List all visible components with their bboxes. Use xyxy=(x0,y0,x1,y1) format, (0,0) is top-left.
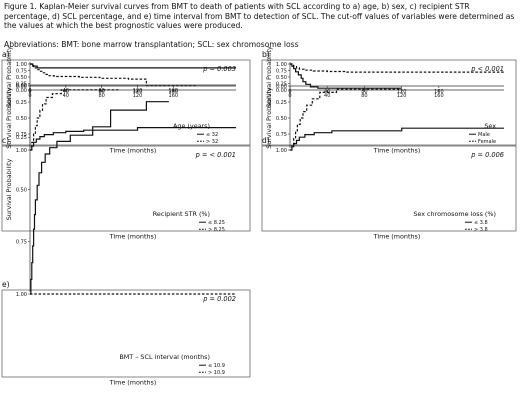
y-tick-label: 0.75 xyxy=(276,132,287,138)
y-tick-label: 0.50 xyxy=(276,116,287,122)
survival-curve-series xyxy=(290,63,402,89)
y-axis-label: Survival Probability xyxy=(265,87,273,149)
panel-label: a) xyxy=(2,50,10,59)
y-tick-label: 1.00 xyxy=(276,62,287,68)
x-tick-label: 160 xyxy=(434,93,444,99)
x-tick-label: 40 xyxy=(324,93,330,99)
y-tick-label: 0.00 xyxy=(276,84,287,90)
x-tick-label: 80 xyxy=(98,89,104,95)
legend-item-label: Female xyxy=(478,139,496,145)
legend-item-label: > 8.25 xyxy=(208,227,225,233)
survival-curve-series xyxy=(30,89,120,151)
y-tick-label: 0.75 xyxy=(16,240,27,246)
y-tick-label: 0.25 xyxy=(16,100,27,106)
y-tick-label: 0.75 xyxy=(276,68,287,74)
y-tick-label: 0.50 xyxy=(16,116,27,122)
y-axis-label: Survival Probability xyxy=(265,46,273,108)
y-tick-label: 0.00 xyxy=(276,88,287,94)
legend-title: Recipient STR (%) xyxy=(153,210,210,218)
x-tick-label: 80 xyxy=(361,93,367,99)
survival-curve-series xyxy=(30,127,236,151)
survival-curve-series xyxy=(290,127,504,151)
legend-title: Age (years) xyxy=(173,122,210,130)
x-tick-label: 160 xyxy=(434,89,444,95)
legend-title: Sex chromosome loss (%) xyxy=(413,210,496,218)
legend-title: BMT – SCL interval (months) xyxy=(119,353,210,361)
y-tick-label: 0.75 xyxy=(16,132,27,138)
y-tick-label: 0.75 xyxy=(16,68,27,74)
panel-label: c) xyxy=(2,136,9,145)
x-tick-label: 120 xyxy=(133,93,143,99)
y-tick-label: 1.00 xyxy=(276,148,287,154)
y-tick-label: 0.50 xyxy=(276,75,287,81)
legend-item-label: ≤ 3.8 xyxy=(474,220,488,226)
y-tick-label: 0.50 xyxy=(16,75,27,81)
x-tick-label: 120 xyxy=(397,93,407,99)
panel-frame xyxy=(261,59,517,146)
x-tick-label: 0 xyxy=(288,89,291,95)
x-tick-label: 40 xyxy=(63,88,69,94)
legend-item-label: ≤ 32 xyxy=(206,132,218,138)
x-tick-label: 160 xyxy=(169,88,179,94)
x-tick-label: 80 xyxy=(98,93,104,99)
y-tick-label: 0.50 xyxy=(16,187,27,193)
panel-label: b) xyxy=(262,50,270,59)
legend-item-label: > 3.8 xyxy=(474,227,488,233)
panel-label: e) xyxy=(2,280,10,289)
x-axis-label: Time (months) xyxy=(109,147,157,155)
p-value-label: p = 0.006 xyxy=(470,151,504,159)
y-tick-label: 0.00 xyxy=(16,84,27,90)
x-tick-label: 0 xyxy=(28,88,31,94)
figure-caption: Figure 1. Kaplan-Meier survival curves f… xyxy=(4,2,515,31)
legend-item-label: > 10.9 xyxy=(208,370,225,376)
y-axis-label: Survival Probability xyxy=(5,87,13,149)
p-value-label: p = < 0.001 xyxy=(195,151,236,159)
survival-curve-series xyxy=(290,88,402,151)
x-axis-label: Time (months) xyxy=(373,233,421,241)
x-tick-label: 40 xyxy=(63,93,69,99)
x-tick-label: 40 xyxy=(63,89,69,95)
x-tick-label: 160 xyxy=(169,89,179,95)
legend-item-label: ≤ 8.25 xyxy=(208,220,225,226)
panel-frame xyxy=(261,145,517,232)
x-tick-label: 120 xyxy=(133,88,143,94)
x-tick-label: 80 xyxy=(98,88,104,94)
survival-curve-series xyxy=(290,63,504,73)
y-tick-label: 1.00 xyxy=(16,148,27,154)
x-tick-label: 120 xyxy=(397,89,407,95)
p-value-label: p = 0.002 xyxy=(202,295,236,303)
p-value-label: p < 0.001 xyxy=(470,65,504,73)
y-tick-label: 1.00 xyxy=(16,292,27,298)
x-tick-label: 160 xyxy=(169,93,179,99)
x-axis-label: Time (months) xyxy=(109,233,157,241)
panel-frame xyxy=(1,59,251,146)
y-axis-label: Survival Probability xyxy=(5,46,13,108)
y-tick-label: 0.00 xyxy=(16,88,27,94)
x-tick-label: 120 xyxy=(133,89,143,95)
legend-title: Sex xyxy=(484,122,496,130)
y-tick-label: 0.00 xyxy=(16,83,27,89)
y-tick-label: 0.25 xyxy=(276,100,287,106)
panel-frame xyxy=(1,289,251,378)
legend-item-label: Male xyxy=(478,132,490,138)
y-tick-label: 0.25 xyxy=(276,81,287,87)
panel-frame xyxy=(1,145,251,232)
x-tick-label: 80 xyxy=(361,89,367,95)
y-tick-label: 1.00 xyxy=(16,62,27,68)
y-axis-label: Survival Probability xyxy=(5,158,13,220)
panel-label: d) xyxy=(262,136,270,145)
p-value-label: p = 0.003 xyxy=(202,65,236,73)
survival-curve-series xyxy=(30,101,169,295)
y-tick-label: 0.25 xyxy=(16,135,27,141)
legend-item-label: ≤ 10.9 xyxy=(208,363,225,369)
abbreviations-text: Abbreviations: BMT: bone marrow transpla… xyxy=(4,40,299,49)
x-axis-label: Time (months) xyxy=(373,147,421,155)
legend-item-label: > 32 xyxy=(206,139,218,145)
survival-curve-series xyxy=(30,63,196,87)
x-axis-label: Time (months) xyxy=(109,379,157,387)
y-tick-label: 0.25 xyxy=(16,81,27,87)
